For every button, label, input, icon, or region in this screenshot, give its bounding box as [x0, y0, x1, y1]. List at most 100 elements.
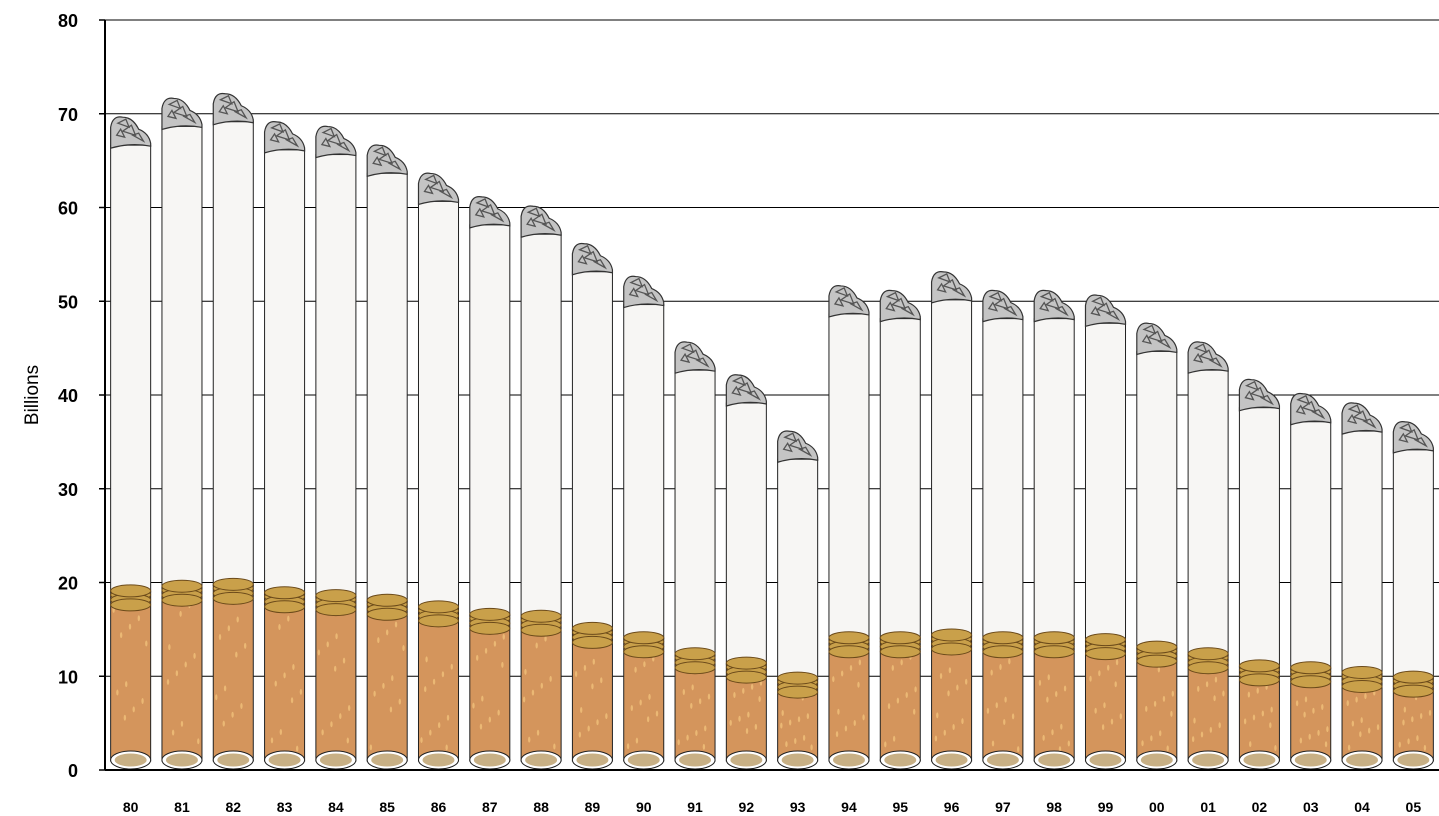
ash-texture: [849, 301, 864, 312]
filter-speckle: [1261, 710, 1265, 717]
ash-texture: [679, 352, 691, 364]
x-tick-label: 83: [277, 799, 293, 815]
filter-speckle: [402, 645, 405, 652]
filter-speckle: [377, 637, 380, 644]
filter-speckle: [317, 649, 321, 656]
ash-texture: [577, 244, 592, 255]
filter-speckle: [1159, 730, 1162, 737]
filter-speckle: [990, 669, 993, 676]
filter-speckle: [729, 719, 732, 726]
paper-segment: [315, 154, 357, 598]
ash-texture: [987, 301, 999, 312]
filter-speckle: [137, 615, 141, 622]
paper-segment: [1290, 421, 1332, 670]
filter-speckle: [123, 714, 127, 721]
ash-texture: [680, 343, 695, 354]
ash-texture: [839, 292, 855, 305]
cigarette-bar: [469, 195, 511, 770]
x-tick-label: 02: [1252, 799, 1268, 815]
filter-band: [879, 645, 921, 659]
ash-tip-icon: [1341, 402, 1383, 435]
filter-speckle: [655, 710, 659, 717]
filter-speckle: [429, 729, 432, 736]
ash-tip-icon: [110, 116, 152, 149]
filter-speckle: [184, 661, 187, 668]
filter-speckle: [391, 675, 394, 682]
filter-end: [1038, 753, 1071, 767]
filter-speckle: [283, 672, 286, 679]
filter-speckle: [1367, 727, 1371, 734]
ash-texture: [218, 94, 233, 105]
filter-end: [627, 753, 660, 767]
filter-speckle: [535, 642, 538, 649]
filter-speckle: [936, 712, 939, 719]
filter-segment: [1084, 640, 1127, 762]
paper-filter-joint: [828, 631, 870, 645]
filter-speckle: [1428, 709, 1432, 716]
y-tick-label: 0: [68, 761, 78, 781]
filter-speckle: [1324, 741, 1328, 748]
x-tick-label: 86: [431, 799, 447, 815]
filter-speckle: [1145, 705, 1148, 712]
ash-tip-icon: [777, 430, 819, 464]
filter-speckle: [279, 729, 283, 736]
filter-speckle: [691, 684, 694, 691]
filter-end: [525, 753, 558, 767]
filter-speckle: [481, 695, 484, 702]
ash-texture: [993, 297, 1009, 310]
filter-end: [1192, 753, 1225, 767]
filter-speckle: [1398, 741, 1401, 748]
paper-filter-joint: [1290, 661, 1332, 675]
paper-segment: [110, 144, 152, 593]
cigarette-bar: [366, 144, 408, 770]
filter-speckle: [553, 743, 556, 750]
filter-band: [982, 645, 1024, 659]
filter-speckle: [1103, 702, 1106, 709]
ash-texture: [936, 282, 947, 293]
y-axis-ticks: 0 10 20 30 40 50 60 70 80: [58, 11, 105, 781]
filter-speckle: [119, 632, 123, 639]
y-tick-label: 70: [58, 105, 78, 125]
ash-tip-icon: [417, 172, 460, 206]
ash-texture: [1208, 357, 1223, 368]
ash-texture: [526, 216, 537, 228]
ash-texture: [131, 132, 146, 143]
filter-speckle: [227, 625, 231, 632]
filter-speckle: [1094, 707, 1097, 714]
filter-speckle: [166, 678, 170, 685]
ash-tip-icon: [315, 125, 357, 159]
x-tick-label: 97: [995, 799, 1011, 815]
filter-speckle: [1402, 719, 1405, 726]
paper-filter-joint: [982, 631, 1024, 645]
ash-texture: [541, 221, 556, 232]
filter-speckle: [420, 737, 423, 744]
filter-segment: [571, 628, 613, 762]
ash-texture: [116, 118, 131, 129]
paper-segment: [674, 369, 716, 656]
cigarette-bar: [1033, 289, 1075, 770]
filter-speckle: [742, 687, 745, 694]
filter-band: [1290, 675, 1332, 689]
filter-end: [986, 753, 1019, 767]
filter-speckle: [1162, 695, 1166, 702]
filter-end: [1140, 753, 1173, 767]
paper-filter-joint: [1341, 665, 1383, 679]
filter-speckle: [578, 731, 582, 738]
x-tick-label: 00: [1149, 799, 1165, 815]
filter-speckle: [802, 734, 806, 741]
filter-speckle: [1274, 745, 1277, 752]
filter-speckle: [961, 718, 964, 725]
bars: [110, 92, 1434, 770]
filter-band: [828, 645, 870, 659]
filter-speckle: [236, 616, 239, 623]
filter-speckle: [476, 654, 479, 661]
filter-speckle: [695, 729, 698, 736]
filter-speckle: [235, 651, 238, 658]
filter-end: [679, 753, 712, 767]
ash-texture: [1398, 432, 1409, 443]
filter-speckle: [754, 723, 758, 730]
filter-speckle: [635, 737, 639, 744]
filter-speckle: [1171, 690, 1174, 697]
filter-segment: [315, 596, 357, 762]
ash-texture: [1193, 343, 1208, 354]
